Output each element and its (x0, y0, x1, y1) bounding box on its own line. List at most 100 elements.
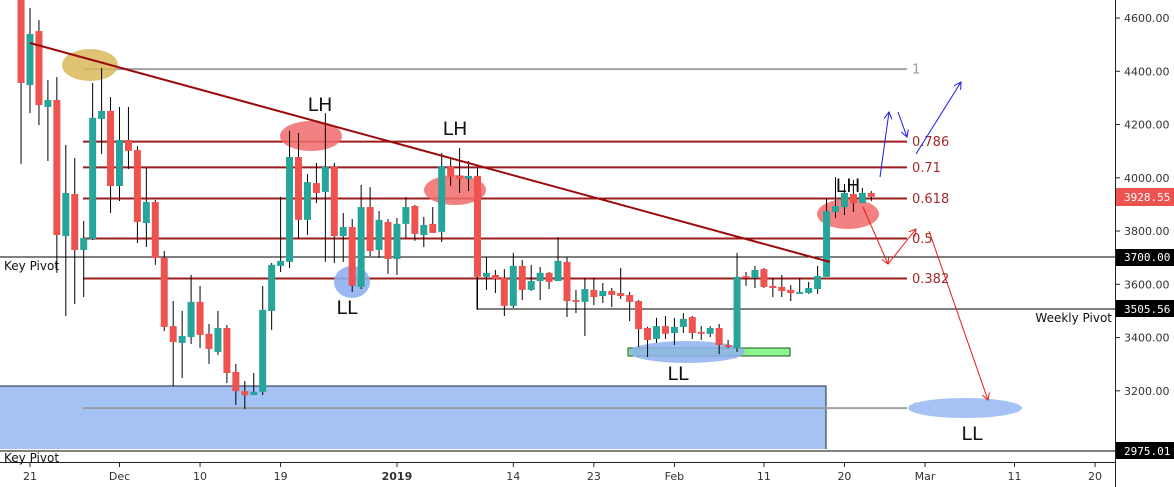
candle (80, 220, 88, 298)
candle-body-down (160, 257, 168, 327)
candle-body-up (840, 192, 848, 208)
x-tick-label: 21 (23, 470, 37, 483)
candle (187, 274, 195, 344)
candle-body-down (107, 110, 115, 187)
candle (133, 146, 141, 244)
time-axis[interactable]: 21 Dec 10 19 2019 14 23 Feb 11 20 Mar 11 20 (23, 462, 1102, 483)
candle-body-up (26, 33, 34, 86)
x-tick-label: 2019 (382, 470, 413, 483)
arrow-down-2[interactable] (862, 206, 888, 264)
candle (277, 196, 285, 273)
candle (832, 176, 839, 218)
candle (849, 179, 857, 212)
candle (71, 158, 79, 305)
candle (661, 315, 669, 339)
candle-body-down (608, 290, 616, 295)
candle-body-up (679, 318, 687, 327)
candle-body-up (250, 391, 258, 396)
candle (420, 216, 428, 248)
candle (124, 106, 132, 169)
candle (796, 277, 804, 294)
y-tick-label: 3200.00 (1124, 385, 1170, 398)
demand-zone[interactable] (0, 386, 826, 449)
candle (509, 252, 517, 309)
candle-body-down (661, 326, 669, 334)
lh-label-3: LH (836, 175, 861, 197)
candle (429, 207, 437, 233)
candle-body-up (653, 326, 660, 339)
candle (608, 288, 616, 307)
candle (330, 162, 338, 263)
candle-body-up (44, 100, 52, 107)
weekly-pivot-label: Weekly Pivot (1035, 311, 1112, 325)
candle (357, 184, 365, 290)
arrow-down-1[interactable] (897, 111, 907, 137)
candle-body-down (500, 277, 508, 306)
candle (366, 187, 374, 257)
candle (491, 269, 499, 294)
candle (670, 317, 678, 346)
svg-text:3505.56: 3505.56 (1124, 303, 1170, 316)
candle-body-up (98, 110, 106, 119)
candle-body-up (733, 276, 741, 348)
candle (706, 326, 714, 338)
candle-body-up (402, 207, 410, 224)
candle-body-down (787, 289, 795, 294)
bullish-projection-arrows[interactable] (879, 82, 961, 178)
candle-body-down (724, 345, 732, 347)
y-tick-label: 4200.00 (1124, 119, 1170, 132)
candle (393, 217, 401, 275)
candle (44, 80, 52, 162)
candle (805, 281, 813, 294)
descending-trendline[interactable] (29, 42, 831, 263)
candle (286, 130, 294, 269)
arrow-down-3[interactable] (928, 230, 988, 400)
candle (411, 204, 419, 241)
last-price-badge: 3928.55 (1116, 188, 1174, 206)
candle-body-up (465, 175, 473, 179)
candle (500, 269, 508, 316)
candle (178, 310, 186, 379)
candle-body-up (321, 166, 329, 192)
candle (116, 106, 123, 201)
candle-body-down (778, 286, 786, 291)
svg-text:3700.00: 3700.00 (1124, 251, 1170, 264)
candle (402, 196, 410, 238)
candle-body-down (348, 227, 356, 286)
key-pivot-label-upper: Key Pivot (4, 259, 59, 273)
candle-body-up (259, 309, 267, 392)
bearish-projection-arrows[interactable] (862, 206, 988, 400)
candle-body-down (590, 289, 598, 298)
arrow-up-3[interactable] (887, 229, 916, 265)
candle (205, 323, 213, 364)
candle-body-down (295, 157, 302, 220)
candle-body-down (17, 0, 25, 83)
candle (169, 301, 177, 387)
candle (107, 97, 115, 213)
svg-text:3928.55: 3928.55 (1124, 191, 1170, 204)
ll-label-1: LL (336, 297, 358, 319)
fib-level-label: 0.786 (912, 135, 949, 150)
candle (644, 326, 652, 357)
x-tick-label: 20 (837, 470, 851, 483)
y-tick-label: 3600.00 (1124, 278, 1170, 291)
candle-body-down (644, 327, 652, 340)
price-axis[interactable]: 4600.00 4400.00 4200.00 4000.00 3800.00 3600.… (1115, 12, 1170, 398)
candle-body-up (142, 202, 150, 224)
arrow-up-2[interactable] (915, 82, 961, 155)
candle-body-down (71, 194, 79, 250)
candle-body-down (617, 293, 625, 297)
x-tick-label: 20 (1088, 470, 1102, 483)
candle (778, 274, 786, 298)
candle-body-down (196, 301, 204, 335)
highlight-ellipse-lh-1 (280, 121, 342, 151)
candle (35, 20, 43, 126)
highlight-ellipse-gold (62, 49, 118, 81)
candle (563, 256, 571, 318)
candle (545, 272, 553, 290)
arrow-up-1[interactable] (879, 112, 889, 178)
candle (840, 183, 848, 216)
y-tick-label: 4600.00 (1124, 12, 1170, 25)
candle (572, 289, 580, 314)
